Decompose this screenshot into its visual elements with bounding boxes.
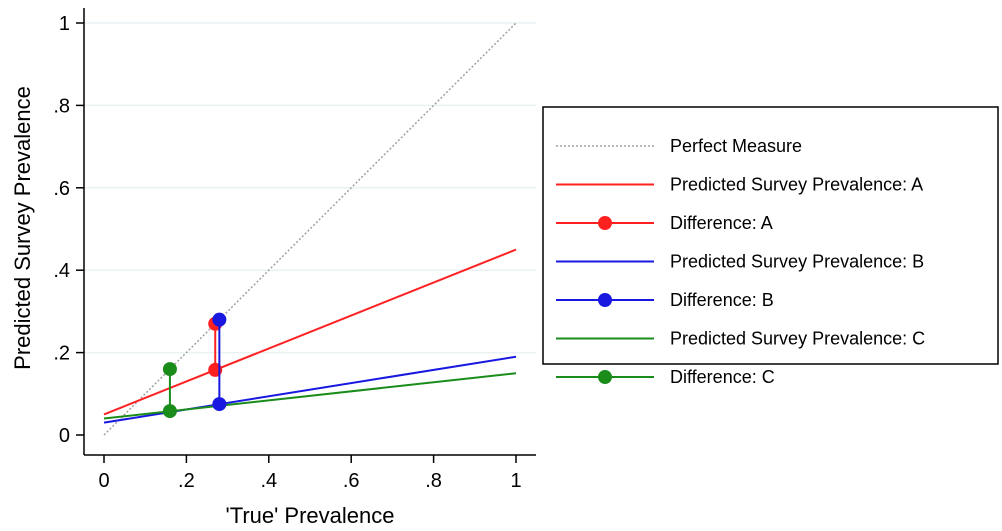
y-tick-label: .6 xyxy=(53,178,70,200)
x-tick-label: .2 xyxy=(178,470,195,492)
difference-b-point xyxy=(212,397,227,412)
axes xyxy=(83,8,536,456)
x-ticks: 0 .2 .4 .6 .8 1 xyxy=(98,455,522,492)
y-tick-label: .8 xyxy=(53,95,70,117)
difference-c-point xyxy=(162,404,177,419)
legend: Perfect Measure Predicted Survey Prevalen… xyxy=(542,106,999,387)
legend-label: Predicted Survey Prevalence: B xyxy=(670,252,924,272)
x-tick-label: 0 xyxy=(98,470,109,492)
legend-label: Difference: C xyxy=(670,367,775,387)
legend-label: Perfect Measure xyxy=(670,136,802,156)
legend-items: Perfect Measure Predicted Survey Prevalen… xyxy=(556,136,925,387)
x-tick-label: .8 xyxy=(425,470,442,492)
predicted-survey-prevalence-a-line xyxy=(103,248,517,416)
legend-label: Difference: A xyxy=(670,213,773,233)
x-tick-label: 1 xyxy=(510,470,521,492)
legend-label: Predicted Survey Prevalence: C xyxy=(670,329,925,349)
series xyxy=(103,22,517,436)
y-ticks: 0 .2 .4 .6 .8 1 xyxy=(53,13,84,447)
legend-entry-predicted-survey-prevalence-b: Predicted Survey Prevalence: B xyxy=(556,252,924,272)
y-tick-label: .2 xyxy=(53,343,70,365)
y-tick-label: 1 xyxy=(59,13,70,35)
y-axis-title: Predicted Survey Prevalence xyxy=(10,86,35,370)
legend-marker xyxy=(598,370,612,384)
legend-entry-difference-a: Difference: A xyxy=(556,213,773,233)
gridlines xyxy=(84,22,536,354)
y-tick-label: 0 xyxy=(59,425,70,447)
x-axis-title: 'True' Prevalence xyxy=(226,503,395,528)
legend-entry-perfect-measure: Perfect Measure xyxy=(556,136,802,156)
legend-entry-difference-b: Difference: B xyxy=(556,290,774,310)
legend-box xyxy=(542,106,999,365)
legend-label: Predicted Survey Prevalence: A xyxy=(670,175,923,195)
legend-marker xyxy=(598,216,612,230)
x-tick-label: .6 xyxy=(343,470,360,492)
legend-entry-predicted-survey-prevalence-c: Predicted Survey Prevalence: C xyxy=(556,329,925,349)
difference-c-point xyxy=(162,362,177,377)
legend-marker xyxy=(598,293,612,307)
y-tick-label: .4 xyxy=(53,260,70,282)
difference-b-point xyxy=(212,312,227,327)
legend-label: Difference: B xyxy=(670,290,774,310)
x-tick-label: .4 xyxy=(260,470,277,492)
legend-entry-predicted-survey-prevalence-a: Predicted Survey Prevalence: A xyxy=(556,175,923,195)
legend-entry-difference-c: Difference: C xyxy=(556,367,775,387)
